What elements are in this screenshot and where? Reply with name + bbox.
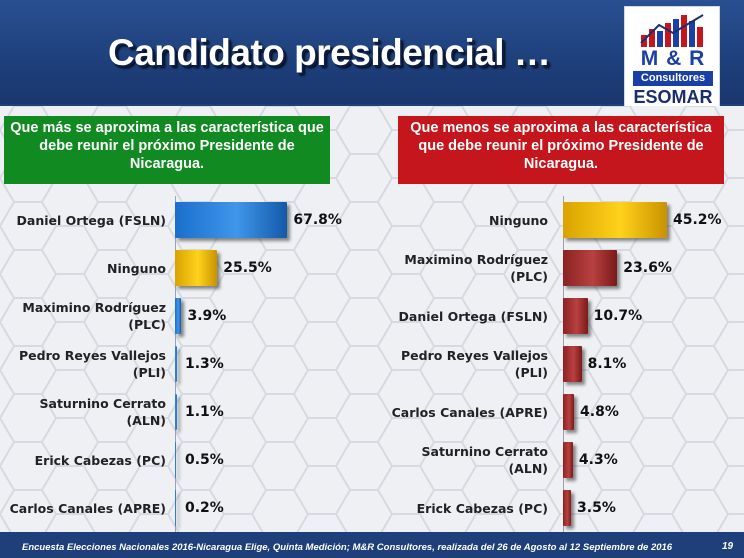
- bar: [175, 490, 176, 526]
- category-label: Ninguno: [107, 260, 166, 276]
- data-label: 4.3%: [578, 452, 618, 468]
- data-label: 3.9%: [187, 308, 227, 324]
- logo-subtitle: Consultores: [633, 71, 713, 86]
- category-label: Erick Cabezas (PC): [416, 500, 548, 516]
- category-label: Saturnino Cerrato (ALN): [421, 444, 548, 476]
- category-label: Daniel Ortega (FSLN): [16, 212, 166, 228]
- bar: [563, 250, 618, 286]
- logo-name: M & R: [640, 47, 706, 70]
- logo-esomar: ESOMAR: [633, 87, 713, 107]
- data-label: 45.2%: [673, 212, 722, 228]
- bar: [563, 202, 667, 238]
- bar: [175, 298, 182, 334]
- category-label: Carlos Canales (APRE): [391, 404, 548, 420]
- left-chart-title: Que más se aproxima a las característica…: [4, 116, 330, 184]
- page-number: 19: [722, 541, 734, 552]
- bar: [563, 298, 588, 334]
- bar: [563, 346, 582, 382]
- header-band: [0, 0, 744, 104]
- bar: [563, 490, 572, 526]
- company-logo: M & R Consultores ESOMAR member: [624, 6, 720, 118]
- category-label: Pedro Reyes Vallejos (PLI): [401, 348, 548, 380]
- data-label: 0.2%: [185, 500, 224, 516]
- data-label: 4.8%: [580, 404, 619, 420]
- data-label: 10.7%: [593, 308, 643, 324]
- bar: [563, 442, 573, 478]
- bar-chart-logo-icon: [640, 14, 704, 47]
- bar: [563, 394, 575, 430]
- page-title: Candidato presidencial …: [108, 32, 551, 73]
- data-label: 3.5%: [577, 500, 616, 516]
- data-label: 0.5%: [185, 452, 224, 468]
- category-label: Erick Cabezas (PC): [34, 452, 166, 468]
- category-label: Maximino Rodríguez (PLC): [404, 252, 548, 284]
- data-label: 8.1%: [587, 356, 627, 372]
- data-label: 25.5%: [223, 260, 272, 276]
- bar: [175, 250, 218, 286]
- bar: [175, 202, 288, 238]
- category-label: Carlos Canales (APRE): [9, 500, 166, 516]
- category-label: Saturnino Cerrato (ALN): [39, 396, 166, 428]
- category-label: Maximino Rodríguez (PLC): [22, 300, 166, 332]
- bar: [175, 346, 178, 382]
- category-label: Ninguno: [489, 212, 548, 228]
- bar: [175, 394, 177, 430]
- data-label: 1.1%: [185, 404, 224, 420]
- category-label: Daniel Ortega (FSLN): [398, 308, 548, 324]
- footer-source: Encuesta Elecciones Nacionales 2016-Nica…: [22, 542, 673, 553]
- data-label: 1.3%: [185, 356, 224, 372]
- category-label: Pedro Reyes Vallejos (PLI): [19, 348, 166, 380]
- data-label: 23.6%: [623, 260, 672, 276]
- bar: [175, 442, 176, 478]
- footer-band: [0, 532, 744, 558]
- data-label: 67.8%: [293, 212, 342, 228]
- right-chart-title: Que menos se aproxima a las característi…: [398, 116, 724, 184]
